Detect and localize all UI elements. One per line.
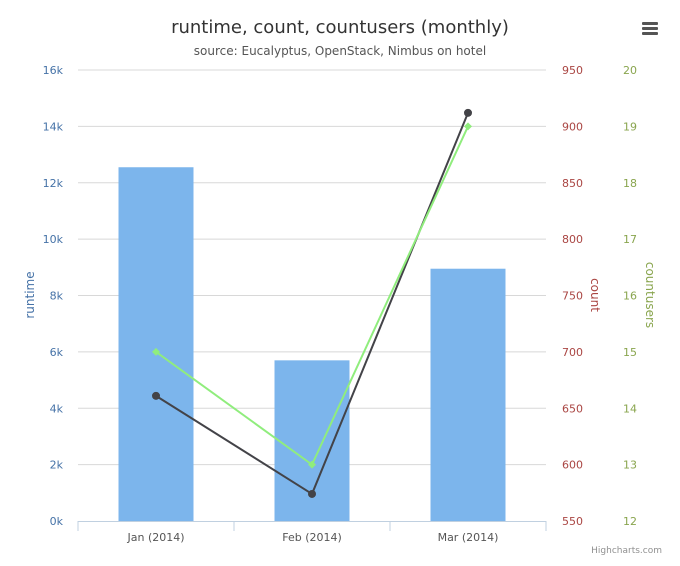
- y-tick-label-countusers: 17: [623, 233, 637, 246]
- menu-icon[interactable]: [640, 20, 660, 38]
- y-tick-label-countusers: 19: [623, 120, 637, 133]
- y-tick-label-countusers: 20: [623, 64, 637, 77]
- y-tick-label-count: 600: [562, 459, 583, 472]
- point-countusers: [308, 460, 316, 469]
- y-tick-label-runtime: 4k: [50, 402, 64, 415]
- y-tick-label-countusers: 16: [623, 290, 637, 303]
- y-tick-label-countusers: 13: [623, 459, 637, 472]
- y-tick-label-runtime: 0k: [50, 515, 64, 528]
- y-tick-label-countusers: 15: [623, 346, 637, 359]
- y-tick-label-count: 700: [562, 346, 583, 359]
- y-tick-label-count: 550: [562, 515, 583, 528]
- y-tick-label-runtime: 10k: [43, 233, 64, 246]
- y-tick-label-count: 750: [562, 290, 583, 303]
- point-count: [464, 108, 472, 117]
- y-tick-label-runtime: 16k: [43, 64, 64, 77]
- point-countusers: [152, 347, 160, 356]
- y-axis-label-countusers: countusers: [643, 262, 657, 328]
- bar: [118, 167, 194, 521]
- y-tick-label-count: 950: [562, 64, 583, 77]
- y-tick-label-runtime: 6k: [50, 346, 64, 359]
- y-axis-label-count: count: [588, 278, 602, 312]
- chart-title: runtime, count, countusers (monthly): [171, 17, 509, 38]
- axes: 0k 550 12 2k 600 13 4k 650 14 6k 700 15 8k 750 16 10k 80…: [43, 64, 637, 544]
- chart-subtitle: source: Eucalyptus, OpenStack, Nimbus on…: [194, 44, 486, 58]
- point-count: [152, 391, 160, 400]
- y-tick-label-countusers: 18: [623, 177, 637, 190]
- y-tick-label-runtime: 8k: [50, 290, 64, 303]
- credits-link[interactable]: Highcharts.com: [591, 546, 662, 556]
- y-tick-label-countusers: 12: [623, 515, 637, 528]
- point-countusers: [464, 122, 472, 131]
- x-tick-label: Feb (2014): [282, 531, 342, 544]
- y-tick-label-runtime: 2k: [50, 459, 64, 472]
- y-tick-label-countusers: 14: [623, 402, 637, 415]
- y-tick-label-count: 800: [562, 233, 583, 246]
- x-tick-label: Jan (2014): [126, 531, 184, 544]
- point-count: [308, 489, 316, 498]
- bar: [430, 268, 506, 521]
- y-tick-label-count: 900: [562, 120, 583, 133]
- y-tick-label-runtime: 12k: [43, 177, 64, 190]
- x-tick-label: Mar (2014): [438, 531, 499, 544]
- line-series: [152, 108, 472, 498]
- y-tick-label-count: 850: [562, 177, 583, 190]
- y-axis-label-runtime: runtime: [23, 271, 37, 318]
- y-tick-label-count: 650: [562, 402, 583, 415]
- y-tick-label-runtime: 14k: [43, 120, 64, 133]
